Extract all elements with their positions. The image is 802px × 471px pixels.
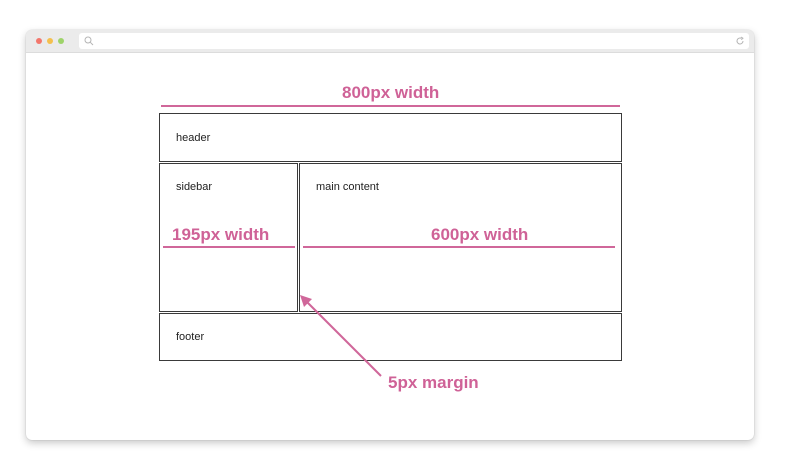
main-width-label: 600px width bbox=[431, 225, 529, 244]
sidebar-width-line bbox=[163, 246, 295, 248]
reload-icon[interactable] bbox=[735, 36, 745, 46]
browser-titlebar bbox=[26, 30, 754, 53]
footer-box: footer bbox=[159, 313, 622, 361]
main-width-line bbox=[303, 246, 615, 248]
sidebar-label: sidebar bbox=[176, 181, 213, 193]
total-width-line bbox=[161, 105, 620, 107]
header-box: header bbox=[159, 113, 622, 162]
address-bar[interactable] bbox=[79, 33, 749, 49]
main-content-label: main content bbox=[316, 181, 379, 193]
total-width-label: 800px width bbox=[342, 83, 440, 102]
footer-label: footer bbox=[176, 331, 205, 343]
header-label: header bbox=[176, 132, 211, 144]
main-content-box: main content bbox=[299, 163, 622, 312]
sidebar-width-label: 195px width bbox=[172, 225, 270, 244]
sidebar-box: sidebar bbox=[159, 163, 298, 312]
margin-label: 5px margin bbox=[388, 373, 479, 392]
minimize-dot[interactable] bbox=[47, 38, 53, 44]
search-icon bbox=[84, 36, 94, 46]
maximize-dot[interactable] bbox=[58, 38, 64, 44]
close-dot[interactable] bbox=[36, 38, 42, 44]
